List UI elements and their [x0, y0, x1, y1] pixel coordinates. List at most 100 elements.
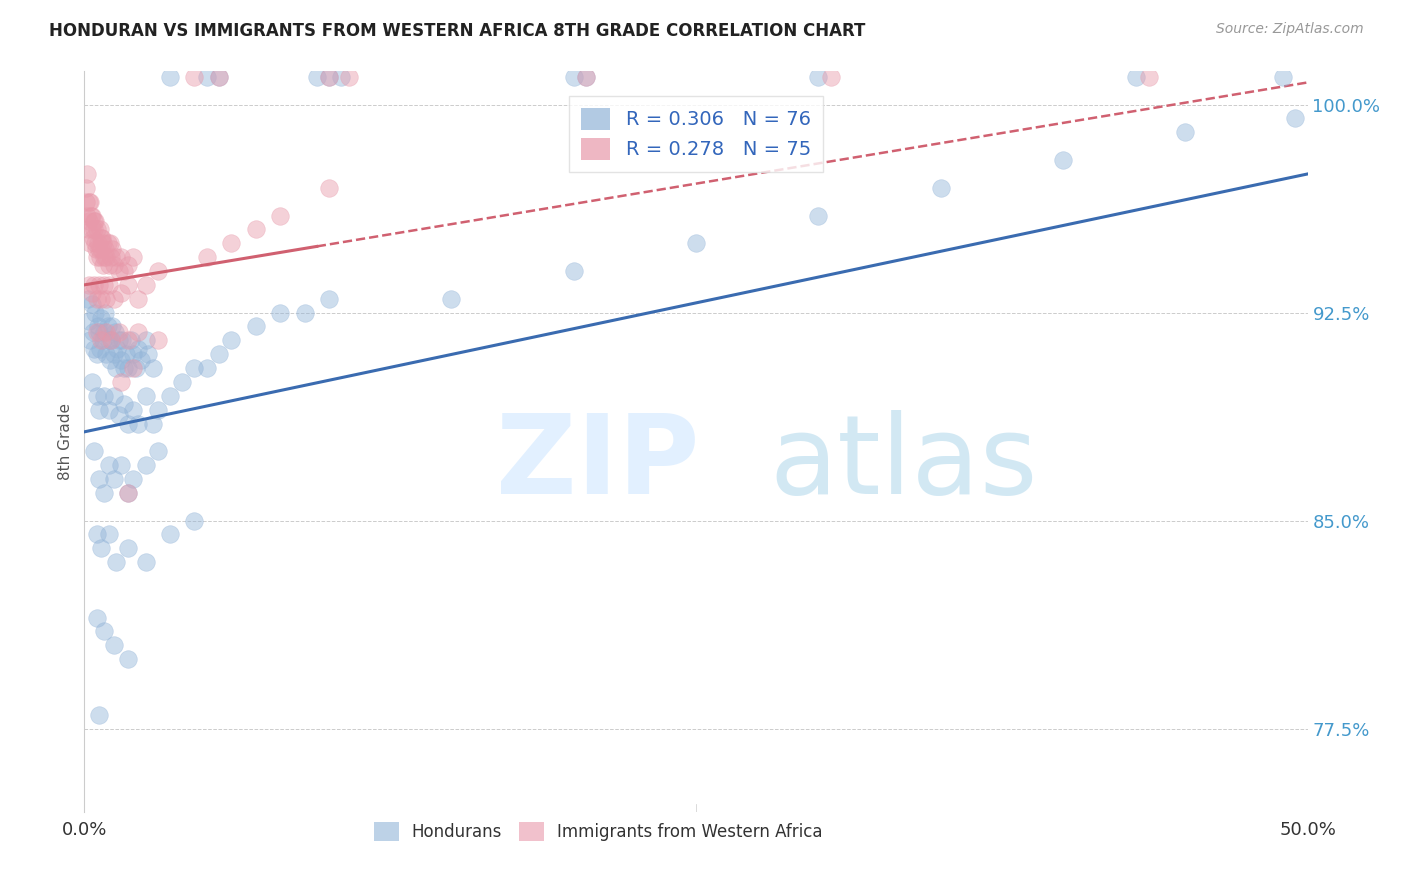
Point — [84, 242, 107, 256]
Point — [183, 70, 205, 84]
Point — [93, 325, 115, 339]
Point — [103, 347, 125, 361]
Point — [86, 527, 108, 541]
Point — [77, 314, 100, 328]
Point — [83, 342, 105, 356]
Point — [76, 209, 98, 223]
Point — [122, 402, 145, 417]
Point — [83, 277, 105, 292]
Point — [117, 277, 139, 292]
Point — [159, 70, 181, 84]
Point — [89, 342, 111, 356]
Point — [77, 292, 100, 306]
Point — [318, 70, 340, 84]
Point — [93, 389, 115, 403]
Point — [269, 209, 291, 223]
Point — [77, 222, 100, 236]
Point — [219, 334, 242, 348]
Point — [98, 352, 121, 367]
Point — [685, 236, 707, 251]
Point — [135, 277, 157, 292]
Point — [440, 292, 463, 306]
Point — [87, 472, 110, 486]
Point — [75, 181, 97, 195]
Point — [80, 297, 103, 311]
Point — [103, 389, 125, 403]
Point — [127, 342, 149, 356]
Point — [76, 167, 98, 181]
Point — [86, 292, 108, 306]
Point — [245, 319, 267, 334]
Point — [79, 236, 101, 251]
Point — [93, 624, 115, 639]
Point — [107, 264, 129, 278]
Point — [146, 444, 169, 458]
Point — [83, 222, 105, 236]
Point — [87, 319, 110, 334]
Point — [105, 342, 128, 356]
Point — [117, 486, 139, 500]
Point — [820, 70, 842, 84]
Point — [75, 194, 97, 209]
Point — [86, 250, 108, 264]
Point — [103, 638, 125, 652]
Point — [107, 325, 129, 339]
Point — [96, 292, 118, 306]
Point — [104, 325, 127, 339]
Point — [84, 214, 107, 228]
Point — [101, 242, 124, 256]
Point — [77, 194, 100, 209]
Point — [83, 236, 105, 251]
Point — [318, 292, 340, 306]
Point — [122, 361, 145, 376]
Point — [117, 334, 139, 348]
Point — [87, 277, 110, 292]
Point — [318, 70, 340, 84]
Point — [117, 259, 139, 273]
Point — [89, 222, 111, 236]
Point — [97, 319, 120, 334]
Point — [96, 250, 118, 264]
Point — [90, 242, 112, 256]
Point — [208, 70, 231, 84]
Point — [93, 236, 115, 251]
Point — [90, 541, 112, 556]
Point — [135, 555, 157, 569]
Point — [96, 325, 118, 339]
Point — [245, 222, 267, 236]
Point — [183, 361, 205, 376]
Point — [97, 259, 120, 273]
Point — [80, 222, 103, 236]
Point — [305, 70, 328, 84]
Point — [318, 181, 340, 195]
Point — [86, 610, 108, 624]
Point — [90, 311, 112, 326]
Text: HONDURAN VS IMMIGRANTS FROM WESTERN AFRICA 8TH GRADE CORRELATION CHART: HONDURAN VS IMMIGRANTS FROM WESTERN AFRI… — [49, 22, 866, 40]
Point — [146, 402, 169, 417]
Point — [91, 334, 114, 348]
Point — [80, 209, 103, 223]
Point — [807, 209, 830, 223]
Point — [97, 277, 120, 292]
Point — [97, 527, 120, 541]
Point — [159, 389, 181, 403]
Point — [294, 305, 316, 319]
Point — [112, 397, 135, 411]
Point — [82, 231, 104, 245]
Point — [1052, 153, 1074, 167]
Point — [195, 70, 218, 84]
Point — [195, 361, 218, 376]
Point — [77, 277, 100, 292]
Point — [219, 236, 242, 251]
Point — [111, 334, 134, 348]
Point — [1174, 125, 1197, 139]
Point — [84, 305, 107, 319]
Point — [82, 325, 104, 339]
Point — [112, 361, 135, 376]
Point — [127, 292, 149, 306]
Point — [79, 194, 101, 209]
Point — [117, 486, 139, 500]
Point — [122, 472, 145, 486]
Point — [86, 325, 108, 339]
Point — [97, 334, 120, 348]
